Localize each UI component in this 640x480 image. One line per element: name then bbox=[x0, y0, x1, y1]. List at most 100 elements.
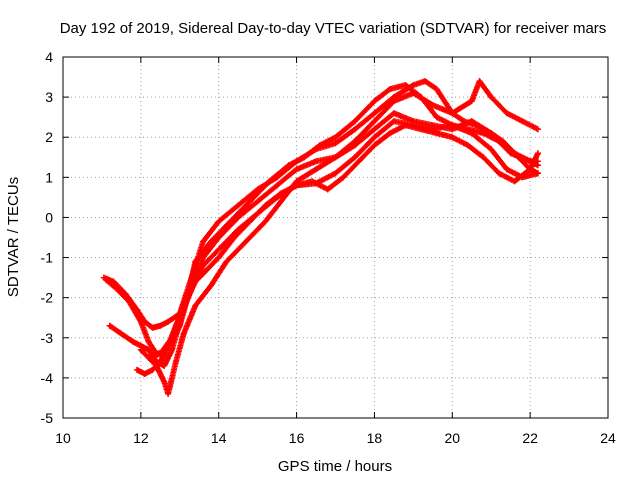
x-tick-label: 24 bbox=[600, 430, 616, 446]
data-point bbox=[355, 158, 362, 165]
data-point bbox=[476, 78, 483, 85]
data-point bbox=[503, 110, 510, 117]
data-point bbox=[390, 110, 397, 117]
data-point bbox=[429, 102, 436, 109]
data-point bbox=[165, 318, 172, 325]
data-point bbox=[468, 118, 475, 125]
data-point bbox=[165, 390, 172, 397]
y-tick-label: -1 bbox=[41, 250, 54, 266]
data-point bbox=[223, 258, 230, 265]
data-point bbox=[390, 118, 397, 125]
data-point bbox=[118, 330, 125, 337]
data-point bbox=[235, 214, 242, 221]
data-point bbox=[180, 330, 187, 337]
series-markers bbox=[100, 78, 541, 331]
data-point bbox=[293, 166, 300, 173]
data-point bbox=[468, 98, 475, 105]
data-point bbox=[449, 134, 456, 141]
data-point bbox=[351, 142, 358, 149]
data-point bbox=[200, 238, 207, 245]
data-point bbox=[418, 126, 425, 133]
data-point bbox=[371, 118, 378, 125]
y-tick-label: -5 bbox=[41, 410, 54, 426]
data-point bbox=[387, 86, 393, 93]
data-point bbox=[293, 178, 300, 185]
y-tick-label: 4 bbox=[45, 49, 53, 65]
data-point bbox=[332, 170, 339, 177]
series-track-5 bbox=[137, 78, 541, 397]
data-point bbox=[534, 126, 541, 133]
data-point bbox=[488, 94, 495, 101]
y-tick-label: 3 bbox=[45, 89, 53, 105]
data-point bbox=[468, 130, 475, 137]
data-point bbox=[371, 98, 378, 105]
data-point bbox=[371, 134, 378, 141]
data-point bbox=[488, 130, 495, 137]
data-point bbox=[126, 298, 133, 305]
data-point bbox=[153, 362, 160, 369]
y-tick-label: 2 bbox=[45, 129, 53, 145]
data-point bbox=[332, 134, 339, 141]
data-point bbox=[246, 198, 253, 205]
x-tick-label: 22 bbox=[522, 430, 538, 446]
data-point bbox=[145, 338, 152, 345]
data-point bbox=[161, 362, 168, 369]
grid bbox=[63, 57, 608, 418]
data-point bbox=[161, 378, 168, 385]
data-point bbox=[106, 322, 113, 329]
data-point bbox=[278, 198, 284, 205]
data-point bbox=[387, 130, 393, 137]
data-point bbox=[215, 218, 222, 225]
data-point bbox=[301, 154, 308, 161]
y-tick-label: 1 bbox=[45, 169, 53, 185]
data-point bbox=[410, 118, 417, 125]
data-point bbox=[192, 258, 199, 265]
y-tick-label: -4 bbox=[41, 370, 54, 386]
data-point bbox=[433, 114, 440, 121]
data-point bbox=[262, 218, 269, 225]
data-point bbox=[285, 162, 292, 169]
data-point bbox=[503, 166, 510, 173]
data-point bbox=[114, 286, 121, 293]
data-point bbox=[215, 234, 222, 241]
data-point bbox=[192, 302, 199, 309]
data-point bbox=[527, 166, 534, 173]
data-point bbox=[313, 158, 320, 165]
data-point bbox=[176, 314, 183, 321]
series-track-6 bbox=[145, 110, 541, 361]
data-point bbox=[137, 318, 144, 325]
series-track-4 bbox=[133, 122, 541, 377]
data-point bbox=[332, 140, 339, 147]
data-point bbox=[102, 276, 109, 283]
x-tick-label: 12 bbox=[133, 430, 149, 446]
data-point bbox=[316, 142, 323, 149]
data-point bbox=[534, 158, 541, 165]
data-point bbox=[262, 202, 269, 209]
data-point bbox=[149, 324, 156, 331]
data-point bbox=[278, 190, 284, 197]
data-point bbox=[145, 346, 152, 353]
x-axis-label: GPS time / hours bbox=[278, 458, 392, 475]
data-point bbox=[402, 122, 409, 129]
data-point bbox=[188, 286, 195, 293]
data-point bbox=[130, 338, 137, 345]
x-tick-label: 10 bbox=[55, 430, 71, 446]
data-point bbox=[145, 354, 152, 361]
data-point bbox=[511, 178, 518, 185]
data-point bbox=[351, 118, 358, 125]
data-point bbox=[137, 346, 144, 353]
series-markers bbox=[134, 122, 541, 377]
data-point bbox=[371, 142, 378, 149]
data-point bbox=[433, 130, 440, 137]
data-point bbox=[141, 370, 148, 377]
data-point bbox=[351, 126, 358, 133]
series-track-1 bbox=[100, 78, 541, 331]
y-tick-label: -3 bbox=[41, 330, 54, 346]
data-point bbox=[207, 282, 214, 289]
data-point bbox=[254, 198, 261, 205]
data-point bbox=[488, 146, 495, 153]
data-point bbox=[410, 90, 417, 97]
x-tick-label: 20 bbox=[444, 430, 460, 446]
data-point bbox=[157, 358, 164, 365]
